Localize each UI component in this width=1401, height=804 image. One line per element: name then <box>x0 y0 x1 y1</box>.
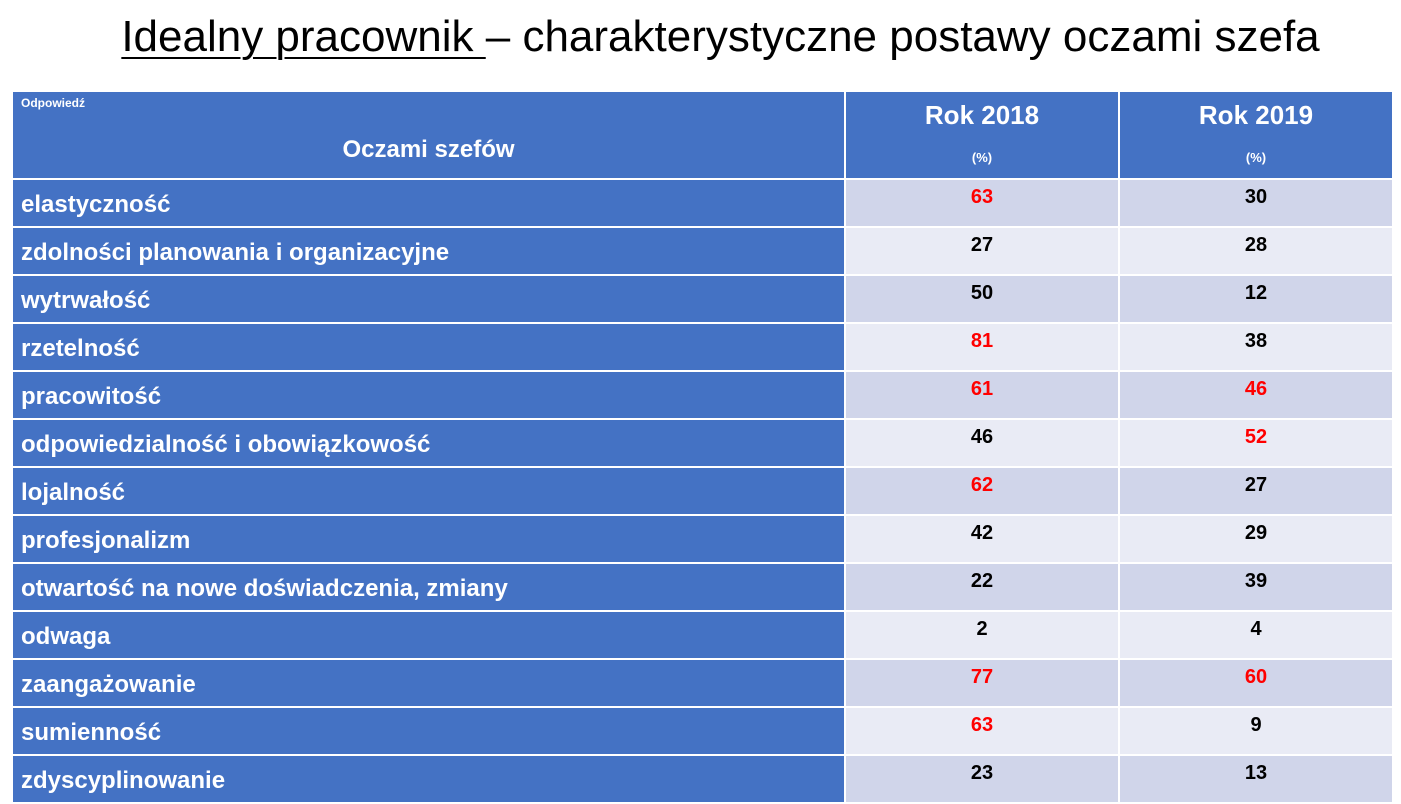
table-row: pracowitość 61 46 <box>11 370 1394 420</box>
value-2019: 39 <box>1118 562 1394 612</box>
header-2019-cell: Rok 2019 (%) <box>1118 90 1394 180</box>
value-2019: 27 <box>1118 466 1394 516</box>
header-2018-unit: (%) <box>971 150 993 165</box>
table-row: rzetelność 81 38 <box>11 322 1394 372</box>
row-label: lojalność <box>11 466 846 516</box>
header-2018-cell: Rok 2018 (%) <box>844 90 1120 180</box>
row-label: odpowiedzialność i obowiązkowość <box>11 418 846 468</box>
value-2019: 4 <box>1118 610 1394 660</box>
row-label: pracowitość <box>11 370 846 420</box>
table-body: elastyczność 63 30 zdolności planowania i o… <box>11 178 1394 804</box>
table-row: lojalność 62 27 <box>11 466 1394 516</box>
value-2018: 63 <box>844 706 1120 756</box>
row-label: profesjonalizm <box>11 514 846 564</box>
row-label: wytrwałość <box>11 274 846 324</box>
value-2019: 60 <box>1118 658 1394 708</box>
value-2019: 46 <box>1118 370 1394 420</box>
header-small-label: Odpowiedź <box>21 96 85 110</box>
header-2019-unit: (%) <box>1245 150 1267 165</box>
table-row: wytrwałość 50 12 <box>11 274 1394 324</box>
page-title: Idealny pracownik – charakterystyczne po… <box>0 12 1401 62</box>
value-2019: 38 <box>1118 322 1394 372</box>
value-2018: 77 <box>844 658 1120 708</box>
value-2018: 81 <box>844 322 1120 372</box>
value-2018: 27 <box>844 226 1120 276</box>
table-row: sumienność 63 9 <box>11 706 1394 756</box>
value-2019: 29 <box>1118 514 1394 564</box>
value-2019: 28 <box>1118 226 1394 276</box>
header-2019-label: Rok 2019 <box>1198 100 1314 130</box>
value-2018: 42 <box>844 514 1120 564</box>
row-label: otwartość na nowe doświadczenia, zmiany <box>11 562 846 612</box>
value-2018: 63 <box>844 178 1120 228</box>
title-underlined: Idealny pracownik <box>121 12 486 61</box>
value-2019: 30 <box>1118 178 1394 228</box>
value-2018: 22 <box>844 562 1120 612</box>
row-label: zaangażowanie <box>11 658 846 708</box>
value-2018: 50 <box>844 274 1120 324</box>
value-2018: 46 <box>844 418 1120 468</box>
value-2018: 23 <box>844 754 1120 804</box>
header-2018-label: Rok 2018 <box>924 100 1040 130</box>
value-2019: 52 <box>1118 418 1394 468</box>
row-label: rzetelność <box>11 322 846 372</box>
survey-table: Odpowiedź Oczami szefów Rok 2018 (%) Rok… <box>11 90 1394 804</box>
header-main-label: Oczami szefów <box>342 136 515 163</box>
row-label: odwaga <box>11 610 846 660</box>
header-answer-cell: Odpowiedź Oczami szefów <box>11 90 846 180</box>
table-header-row: Odpowiedź Oczami szefów Rok 2018 (%) Rok… <box>11 90 1394 180</box>
table-row: otwartość na nowe doświadczenia, zmiany 2… <box>11 562 1394 612</box>
table-row: odpowiedzialność i obowiązkowość 46 52 <box>11 418 1394 468</box>
table-row: zdyscyplinowanie 23 13 <box>11 754 1394 804</box>
table-row: elastyczność 63 30 <box>11 178 1394 228</box>
value-2019: 9 <box>1118 706 1394 756</box>
value-2019: 12 <box>1118 274 1394 324</box>
value-2018: 62 <box>844 466 1120 516</box>
table-row: profesjonalizm 42 29 <box>11 514 1394 564</box>
value-2018: 2 <box>844 610 1120 660</box>
row-label: elastyczność <box>11 178 846 228</box>
value-2018: 61 <box>844 370 1120 420</box>
title-rest: – charakterystyczne postawy oczami szefa <box>485 12 1320 61</box>
table-row: zaangażowanie 77 60 <box>11 658 1394 708</box>
table-row: zdolności planowania i organizacyjne 27 28 <box>11 226 1394 276</box>
row-label: zdolności planowania i organizacyjne <box>11 226 846 276</box>
row-label: zdyscyplinowanie <box>11 754 846 804</box>
value-2019: 13 <box>1118 754 1394 804</box>
table-row: odwaga 2 4 <box>11 610 1394 660</box>
row-label: sumienność <box>11 706 846 756</box>
